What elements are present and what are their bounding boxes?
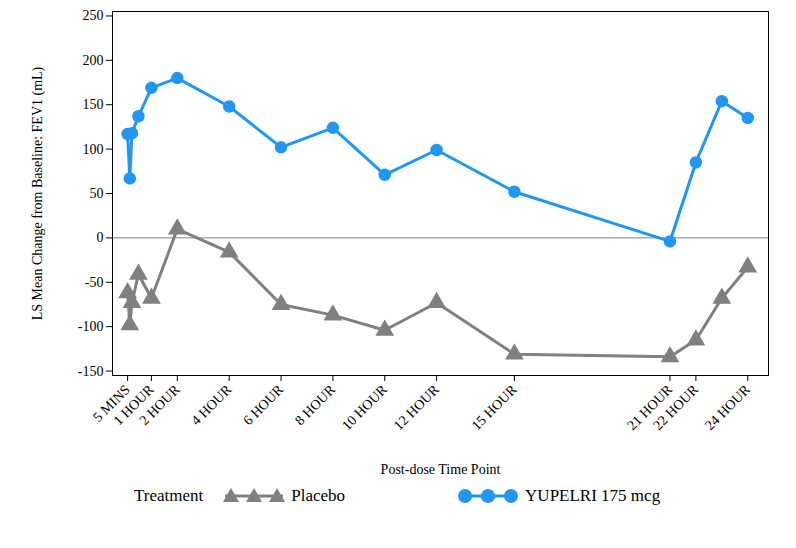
- html-text:Placebo: Placebo: [291, 486, 346, 505]
- svg-text:2 HOUR: 2 HOUR: [137, 382, 184, 429]
- svg-text:21 HOUR: 21 HOUR: [624, 382, 676, 433]
- svg-text:4 HOUR: 4 HOUR: [188, 382, 235, 429]
- svg-text:15 HOUR: 15 HOUR: [469, 382, 520, 433]
- svg-text:200: 200: [83, 53, 104, 68]
- svg-text:LS Mean Change from Baseline:: LS Mean Change from Baseline: FEV1 (mL): [30, 66, 46, 320]
- svg-text:22 HOUR: 22 HOUR: [650, 382, 701, 433]
- html-text:Treatment: Treatment: [134, 486, 204, 505]
- svg-text:Post-dose Time Point: Post-dose Time Point: [381, 462, 501, 477]
- svg-text:250: 250: [83, 8, 104, 23]
- svg-text:50: 50: [90, 186, 104, 201]
- svg-text:-150: -150: [78, 364, 104, 379]
- svg-text:100: 100: [83, 142, 104, 157]
- svg-text:150: 150: [83, 97, 104, 112]
- svg-text:6 HOUR: 6 HOUR: [240, 382, 287, 429]
- svg-text:5 MINS: 5 MINS: [90, 382, 133, 425]
- svg-text:-100: -100: [78, 319, 104, 334]
- svg-text:12 HOUR: 12 HOUR: [391, 382, 442, 433]
- svg-text:1 HOUR: 1 HOUR: [110, 382, 157, 429]
- svg-text:-50: -50: [85, 275, 104, 290]
- svg-text:10 HOUR: 10 HOUR: [339, 382, 390, 433]
- svg-text:24 HOUR: 24 HOUR: [702, 382, 753, 433]
- html-text:YUPELRI 175 mcg: YUPELRI 175 mcg: [525, 486, 661, 505]
- svg-text:8 HOUR: 8 HOUR: [292, 382, 339, 429]
- svg-text:0: 0: [97, 230, 104, 245]
